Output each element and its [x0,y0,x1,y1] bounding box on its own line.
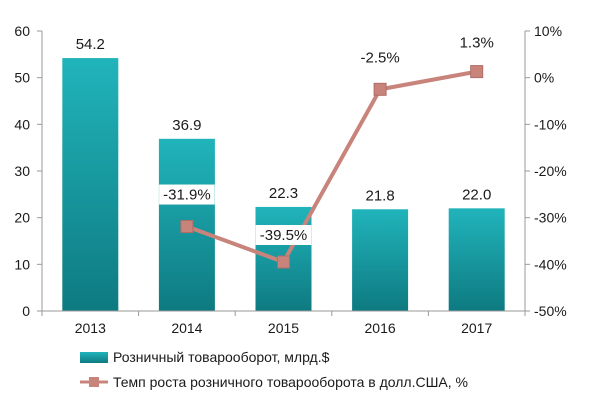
legend: Розничный товарооборот, млрд.$ Темп рост… [80,349,468,390]
bar-data-label: 22.3 [269,185,298,202]
line-data-label: -2.5% [361,49,400,66]
x-tick-label: 2015 [268,320,299,336]
line-data-label: -31.9% [163,187,211,204]
line-label-bg [356,47,404,68]
legend-swatch-marker [89,377,99,387]
x-tick-label: 2013 [75,320,106,336]
bar-data-label: 22.0 [462,186,491,203]
x-tick-label: 2014 [171,320,202,336]
y-left-tick-label: 10 [14,256,30,272]
bar-data-label: 54.2 [76,36,105,53]
line-layer [180,65,484,269]
y-right-tick-label: -10% [534,116,567,132]
data-labels-layer: 54.2 36.9 22.3 21.8 22.0 -31.9% -39.5% -2.5% 1.3… [76,32,496,245]
y-left-tick-label: 40 [14,116,30,132]
axes-layer: 0 10 20 30 40 50 60 -50% -40% -30% -20% -10% 0% 10% 20… [14,23,566,336]
growth-line [186,69,478,264]
x-tick-label: 2017 [461,320,492,336]
y-right-tick-label: -50% [534,303,567,319]
y-left-tick-label: 50 [14,70,30,86]
legend-label-line: Темп роста розничного товарооборота в до… [113,374,468,390]
y-right-tick-label: -20% [534,163,567,179]
line-label-bg [255,225,312,245]
y-left-tick-label: 60 [14,23,30,39]
y-right-tick-label: -30% [534,210,567,226]
y-left-tick-label: 20 [14,210,30,226]
line-label-bg [457,32,496,53]
line-marker [180,220,194,234]
line-marker [277,255,290,269]
line-data-label: -39.5% [260,227,308,244]
line-label-bg [159,184,215,205]
line-data-label: 1.3% [460,35,494,52]
y-right-tick-label: -40% [534,256,567,272]
y-left-tick-label: 0 [22,303,30,319]
legend-label-bar: Розничный товарооборот, млрд.$ [113,349,330,365]
y-left-tick-label: 30 [14,163,30,179]
line-marker [470,65,484,79]
bar [352,209,409,311]
legend-swatch-bar [80,352,108,363]
bar-data-label: 36.9 [172,117,201,134]
bar [448,208,505,311]
x-tick-label: 2016 [365,320,396,336]
y-right-tick-label: 10% [534,23,562,39]
bar [62,58,119,311]
y-right-tick-label: 0% [534,70,554,86]
line-marker [373,82,387,96]
bar-data-label: 21.8 [365,187,394,204]
